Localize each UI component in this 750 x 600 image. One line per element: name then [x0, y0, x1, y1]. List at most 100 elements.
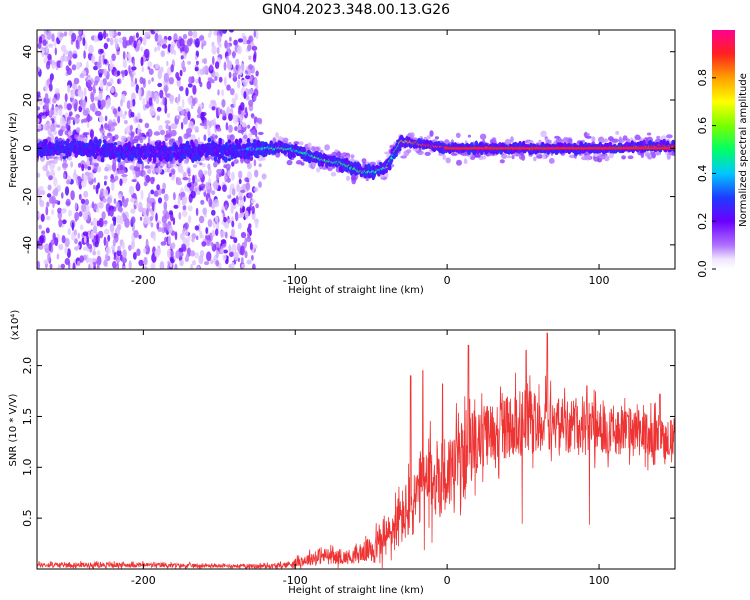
noise-blob — [77, 232, 80, 239]
noise-blob — [238, 178, 242, 184]
noise-blob — [148, 68, 154, 75]
noise-blob — [61, 235, 66, 244]
noise-blob — [156, 115, 161, 121]
noise-blob — [122, 212, 126, 219]
noise-blob — [117, 31, 121, 36]
ridge-blob — [117, 157, 121, 163]
noise-blob — [138, 201, 143, 212]
noise-blob — [58, 129, 64, 137]
ridge-blob — [233, 152, 238, 159]
halo-blob — [426, 135, 431, 140]
noise-blob — [240, 231, 247, 239]
noise-blob — [128, 260, 132, 269]
noise-blob — [151, 201, 155, 212]
noise-blob — [37, 106, 41, 111]
noise-blob — [231, 261, 235, 269]
noise-blob — [143, 256, 148, 266]
noise-blob — [248, 223, 252, 229]
noise-blob — [251, 205, 255, 215]
noise-blob — [109, 223, 115, 233]
halo-blob — [110, 175, 114, 179]
noise-blob — [202, 66, 205, 76]
ridge-blob — [100, 158, 105, 163]
halo-blob — [562, 137, 570, 144]
noise-blob — [237, 79, 241, 89]
halo-blob — [298, 141, 304, 146]
noise-blob — [162, 182, 167, 191]
noise-blob — [179, 69, 183, 77]
halo-blob — [210, 119, 215, 126]
noise-blob — [81, 163, 85, 172]
halo-blob — [253, 187, 259, 192]
noise-blob — [163, 193, 169, 202]
noise-blob — [252, 53, 257, 63]
halo-blob — [67, 131, 73, 136]
noise-blob — [235, 64, 239, 70]
halo-blob — [511, 154, 515, 160]
noise-blob — [170, 172, 176, 181]
noise-blob — [176, 180, 183, 186]
noise-blob — [216, 172, 220, 181]
noise-blob — [103, 236, 107, 246]
noise-blob — [44, 102, 49, 110]
noise-blob — [249, 75, 253, 82]
noise-blob — [131, 92, 136, 102]
noise-blob — [166, 212, 170, 220]
noise-blob — [233, 114, 238, 124]
noise-blob — [121, 265, 126, 269]
noise-blob — [147, 79, 151, 85]
noise-blob — [244, 177, 249, 183]
noise-blob — [225, 122, 229, 131]
noise-blob — [225, 204, 228, 210]
ridge-blob — [72, 138, 77, 145]
noise-blob — [207, 219, 213, 228]
ridge-blob — [191, 157, 195, 163]
figure-title: GN04.2023.348.00.13.G26 — [262, 2, 450, 18]
halo-blob — [542, 153, 546, 160]
noise-blob — [192, 30, 198, 39]
noise-blob — [52, 97, 57, 104]
noise-blob — [130, 80, 136, 88]
halo-blob — [621, 155, 626, 160]
noise-blob — [37, 260, 41, 269]
halo-blob — [645, 152, 651, 158]
halo-blob — [183, 159, 189, 165]
halo-blob — [214, 135, 218, 139]
noise-blob — [134, 77, 138, 85]
noise-blob — [155, 212, 158, 222]
noise-blob — [203, 170, 208, 176]
noise-blob — [248, 99, 254, 107]
noise-blob — [40, 46, 46, 56]
noise-blob — [255, 121, 258, 130]
halo-blob — [313, 146, 320, 153]
noise-blob — [142, 36, 147, 46]
noise-blob — [248, 64, 253, 70]
noise-blob — [184, 112, 188, 119]
halo-blob — [540, 130, 547, 138]
noise-blob — [66, 179, 71, 185]
noise-blob — [91, 165, 95, 170]
halo-blob — [330, 171, 337, 177]
noise-blob — [47, 252, 51, 262]
noise-blob — [177, 105, 183, 112]
noise-blob — [77, 175, 81, 186]
noise-blob — [175, 250, 181, 259]
halo-blob — [170, 129, 177, 137]
halo-blob — [445, 157, 451, 164]
noise-blob — [97, 182, 101, 190]
noise-blob — [107, 97, 111, 106]
noise-blob — [223, 216, 228, 223]
noise-blob — [131, 239, 135, 250]
noise-blob — [224, 76, 227, 87]
noise-blob — [203, 65, 209, 75]
noise-blob — [231, 171, 235, 181]
noise-blob — [68, 111, 73, 117]
ridge-blob — [394, 152, 398, 158]
noise-blob — [231, 97, 235, 104]
noise-blob — [231, 188, 236, 196]
noise-blob — [196, 235, 199, 241]
ridge-blob — [387, 165, 392, 171]
noise-blob — [60, 209, 66, 214]
halo-blob — [506, 155, 512, 159]
noise-blob — [71, 221, 75, 231]
